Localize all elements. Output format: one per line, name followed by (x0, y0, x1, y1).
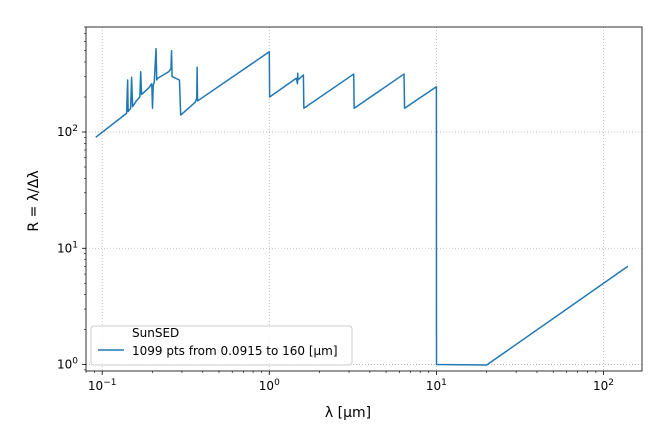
tick-labels: 10−1 100 101 102 100 101 102 (57, 124, 614, 393)
y-tick-label: 101 (57, 240, 78, 255)
series-line-sunsed (95, 48, 629, 366)
x-tick-label: 100 (259, 378, 280, 393)
x-axis-title: λ [μm] (325, 405, 371, 421)
legend-box (90, 325, 353, 366)
y-tick-label: 100 (57, 357, 78, 372)
y-tick-label: 102 (57, 124, 78, 139)
x-tick-label: 102 (593, 378, 614, 393)
major-ticks (82, 131, 604, 375)
legend: SunSED 1099 pts from 0.0915 to 160 [μm] (90, 325, 353, 366)
y-axis-title: R = λ/Δλ (26, 170, 42, 231)
legend-series-detail: 1099 pts from 0.0915 to 160 [μm] (132, 344, 338, 358)
series-layer (95, 48, 629, 366)
legend-series-name: SunSED (132, 326, 179, 340)
plot-frame (85, 26, 643, 372)
x-tick-label: 101 (426, 378, 447, 393)
x-tick-label: 10−1 (88, 378, 117, 393)
